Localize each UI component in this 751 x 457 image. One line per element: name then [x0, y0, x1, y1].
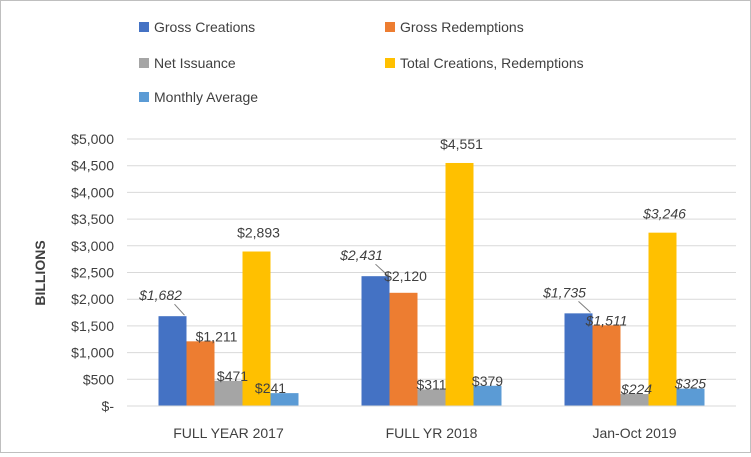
bar: [158, 316, 187, 406]
data-label: $311: [416, 376, 446, 392]
leader-line: [578, 300, 591, 313]
leader-line: [174, 303, 185, 316]
bars: [158, 162, 705, 406]
bar: [620, 394, 649, 406]
legend-swatch: [385, 22, 395, 32]
y-tick-label: $2,000: [71, 291, 114, 307]
bar: [445, 162, 474, 406]
data-label: $4,551: [440, 136, 483, 152]
bar: [214, 380, 243, 406]
legend-entry: Total Creations, Redemptions: [400, 55, 584, 71]
gridlines: [127, 138, 736, 407]
data-label: $2,120: [384, 268, 427, 284]
leader-lines: [174, 263, 591, 316]
y-tick-label: $1,000: [71, 345, 114, 361]
data-labels: $1,682 $1,211 $471 $2,893 $241 $2,431$2,120 $3…: [138, 136, 706, 397]
legend-entry: Net Issuance: [154, 55, 236, 71]
data-label: $2,431: [339, 247, 383, 263]
data-label: $1,735: [542, 284, 586, 300]
legend: Gross Creations Gross Redemptions Net Issu…: [139, 19, 584, 105]
bar: [417, 389, 446, 406]
data-label: $2,893: [237, 225, 280, 241]
bar: [361, 276, 390, 406]
data-label: $325: [674, 376, 706, 392]
legend-entry: Gross Redemptions: [400, 19, 524, 35]
data-label: $1,211: [196, 328, 238, 344]
bar: [186, 341, 215, 406]
bar: [242, 251, 271, 406]
bar: [270, 393, 299, 406]
y-tick-label: $500: [83, 371, 114, 387]
bar: [592, 325, 621, 406]
y-tick-label: $4,500: [71, 158, 114, 174]
data-label: $3,246: [642, 206, 686, 222]
legend-entry: Gross Creations: [154, 19, 255, 35]
x-tick-label: Jan-Oct 2019: [592, 425, 676, 441]
y-axis-label: BILLIONS: [32, 240, 48, 305]
y-tick-label: $4,000: [71, 184, 114, 200]
y-tick-label: $5,000: [71, 131, 114, 147]
y-tick-label: $3,500: [71, 211, 114, 227]
y-tick-label: $1,500: [71, 318, 114, 334]
bar: [473, 385, 502, 406]
data-label: $471: [217, 368, 248, 384]
legend-swatch: [139, 58, 149, 68]
bar: [564, 313, 593, 406]
data-label: $1,511: [585, 312, 628, 328]
data-label: $379: [472, 373, 503, 389]
legend-swatch: [139, 92, 149, 102]
bar: [389, 292, 418, 406]
x-axis: FULL YEAR 2017 FULL YR 2018 Jan-Oct 2019: [127, 405, 736, 441]
x-tick-label: FULL YEAR 2017: [173, 425, 284, 441]
data-label: $241: [255, 380, 286, 396]
leader-line: [375, 263, 388, 276]
bar: [648, 232, 677, 406]
x-tick-label: FULL YR 2018: [386, 425, 478, 441]
legend-swatch: [139, 22, 149, 32]
y-tick-label: $2,500: [71, 265, 114, 281]
y-axis: $- $500 $1,000 $1,500 $2,000 $2,500 $3,000 $3,5…: [71, 131, 114, 414]
data-label: $224: [620, 381, 652, 397]
y-tick-label: $-: [102, 398, 115, 414]
bar: [676, 388, 705, 406]
y-tick-label: $3,000: [71, 238, 114, 254]
data-label: $1,682: [138, 287, 182, 303]
legend-entry: Monthly Average: [154, 89, 258, 105]
legend-swatch: [385, 58, 395, 68]
